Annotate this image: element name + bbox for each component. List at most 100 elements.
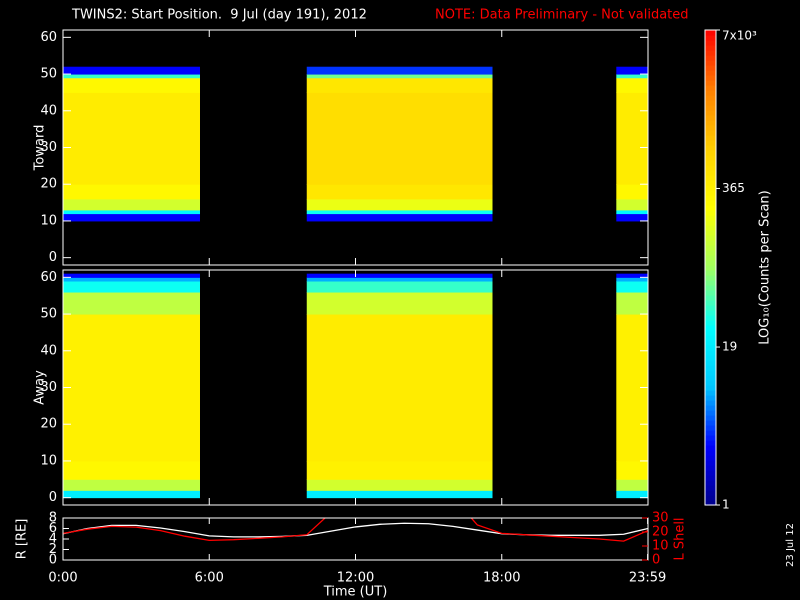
colorbar-segment [705,445,716,451]
heatmap-cell [616,273,649,278]
colorbar-segment [705,390,716,396]
y-tick-label: 0 [49,250,57,265]
heatmap-cell [616,281,649,293]
heatmap-cell [616,92,649,185]
heatmap-cell [306,479,493,491]
y-tick-label: 0 [49,490,57,505]
colorbar-segment [705,315,716,321]
colorbar-segment [705,435,716,441]
y-axis-label: R [RE] [15,519,30,560]
heatmap-cell [616,66,649,75]
colorbar-segment [705,140,716,146]
colorbar-segment [705,150,716,156]
colorbar-segment [705,80,716,86]
colorbar-segment [705,325,716,331]
y-tick-label: 8 [49,511,57,526]
colorbar-segment [705,500,716,506]
colorbar-segment [705,320,716,326]
colorbar-segment [705,40,716,46]
heatmap-cell [63,77,200,93]
heatmap-cell [306,213,493,222]
heatmap-cell [63,198,200,211]
colorbar-segment [705,365,716,371]
heatmap-cell [616,184,649,200]
colorbar-segment [705,55,716,61]
colorbar-segment [705,495,716,501]
y-tick-label: 60 [40,270,57,285]
colorbar-segment [705,75,716,81]
y-axis-label: Toward [33,125,48,172]
colorbar-segment [705,195,716,201]
heatmap-cell [63,490,200,499]
heatmap-cell [616,490,649,499]
heatmap-cell [616,292,649,315]
colorbar-segment [705,485,716,491]
heatmap-cell [63,479,200,491]
y-tick-label: 50 [40,67,57,82]
heatmap-cell [616,209,649,215]
y-tick-label: 30 [40,140,57,155]
data-line [63,522,648,538]
colorbar-segment [705,455,716,461]
colorbar-segment [705,440,716,446]
colorbar-segment [705,165,716,171]
heatmap-cell [306,209,493,215]
colorbar-segment [705,135,716,141]
chart-title: TWINS2: Start Position. 9 Jul (day 191),… [71,8,367,23]
colorbar-segment [705,65,716,71]
colorbar-segment [705,225,716,231]
heatmap-cell [63,66,200,75]
heatmap-cell [306,314,493,462]
colorbar-segment [705,330,716,336]
colorbar-frame [704,29,717,506]
colorbar-segment [705,340,716,346]
heatmap-cell [306,292,493,315]
y-tick-label: 0 [49,553,57,568]
x-tick-label: 12:00 [337,571,374,586]
x-tick-label: 6:00 [195,571,224,586]
colorbar-tick-label: 7x10³ [722,29,757,43]
colorbar-tick-label: 1 [722,498,730,512]
colorbar-segment [705,155,716,161]
colorbar-tick-label: 365 [722,181,745,195]
x-tick-label: 18:00 [483,571,520,586]
heatmap-cell [616,74,649,79]
y2-tick-label: 10 [652,539,669,554]
colorbar-segment [705,355,716,361]
colorbar-segment [705,375,716,381]
y-tick-label: 20 [40,177,57,192]
colorbar-segment [705,105,716,111]
y-tick-label: 4 [49,532,57,547]
colorbar-segment [705,290,716,296]
colorbar-segment [705,205,716,211]
y-tick-label: 2 [49,542,57,557]
y-tick-label: 20 [40,417,57,432]
data-line [63,518,648,542]
colorbar-segment [705,185,716,191]
heatmap-cell [616,213,649,222]
colorbar-segment [705,50,716,56]
colorbar-segment [705,35,716,41]
colorbar-segment [705,335,716,341]
colorbar-segment [705,240,716,246]
colorbar-segment [705,345,716,351]
colorbar-segment [705,90,716,96]
heatmap-cell [306,273,493,278]
y-tick-label: 10 [40,213,57,228]
y-tick-label: 30 [40,380,57,395]
heatmap-cell [306,92,493,185]
colorbar-segment [705,130,716,136]
heatmap-cell [63,277,200,282]
colorbar-segment [705,300,716,306]
y-tick-label: 10 [40,453,57,468]
colorbar-segment [705,175,716,181]
colorbar-segment [705,70,716,76]
colorbar-segment [705,465,716,471]
heatmap-cell [306,74,493,79]
heatmap-cell [63,460,200,480]
colorbar-segment [705,235,716,241]
colorbar-segment [705,360,716,366]
colorbar-segment [705,420,716,426]
colorbar-segment [705,350,716,356]
